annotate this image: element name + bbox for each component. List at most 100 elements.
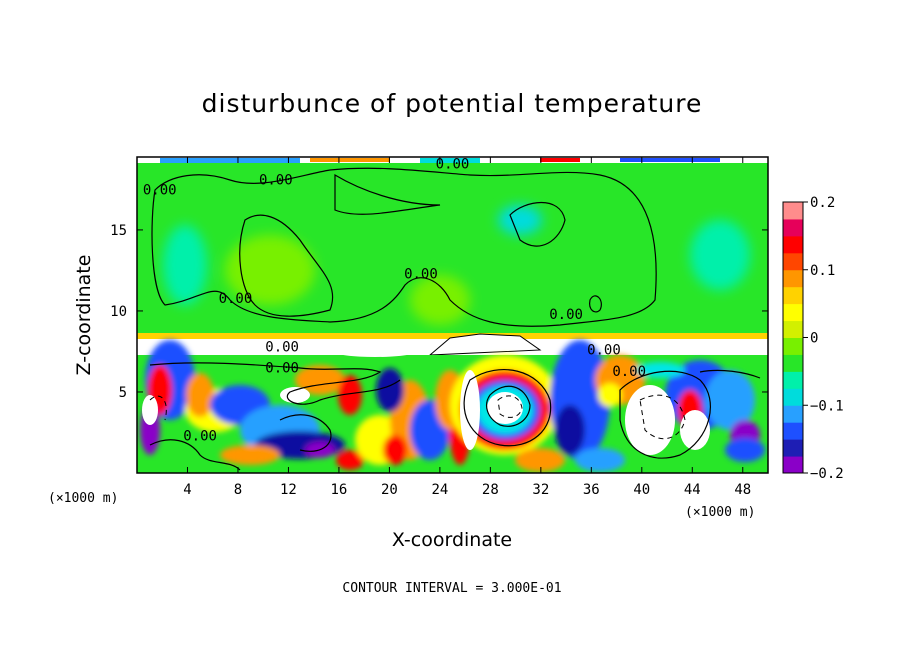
contour-label: 0.00 — [259, 173, 293, 189]
colorbar-swatch — [783, 439, 803, 457]
field-blob — [336, 450, 364, 470]
y-tick-label: 10 — [110, 304, 127, 320]
colorbar-tick-label: 0.2 — [810, 195, 835, 211]
plot-frame — [136, 156, 769, 474]
contour-label: 0.00 — [183, 429, 217, 445]
field-blob — [335, 347, 415, 357]
x-tick-label: 24 — [431, 482, 448, 498]
y-axis-label: Z-coordinate — [73, 255, 95, 376]
colorbar-tick-label: 0.1 — [810, 263, 835, 279]
x-tick-label: 32 — [532, 482, 549, 498]
colorbar-swatch — [783, 286, 803, 305]
field-blob — [625, 385, 675, 455]
field-blob — [515, 448, 565, 472]
contour-line — [463, 369, 552, 447]
plot-area — [137, 157, 768, 473]
colorbar: 0.2 0.1 0 −0.1 −0.2 — [782, 195, 844, 482]
contour-line — [151, 167, 657, 327]
field-blob — [376, 368, 404, 412]
field-blob — [598, 383, 622, 407]
colorbar-swatch — [783, 405, 803, 423]
top-band — [540, 158, 580, 162]
field-blob — [220, 445, 280, 465]
tropopause-band — [137, 333, 768, 341]
x-unit-label-right: (×1000 m) — [685, 505, 755, 520]
colorbar-swatch — [783, 320, 803, 338]
contour-label: 0.00 — [436, 156, 470, 172]
y-tick-label: 5 — [119, 385, 127, 401]
top-band — [620, 158, 720, 162]
field-blob — [338, 375, 362, 415]
top-band — [310, 158, 390, 162]
contour-label: 0.00 — [265, 339, 299, 355]
colorbar-tick-label: 0 — [810, 331, 818, 347]
contour-line — [279, 414, 332, 452]
contour-line — [149, 362, 401, 405]
contour-line — [239, 214, 334, 317]
contour-line — [149, 439, 241, 471]
top-band — [420, 158, 480, 163]
field-blob — [142, 395, 158, 425]
field-blob — [680, 410, 710, 450]
contour-label: 0.00 — [265, 361, 299, 377]
x-axis-label: X-coordinate — [392, 529, 512, 551]
contour-label: 0.00 — [219, 291, 253, 307]
contour-line — [334, 173, 441, 215]
colorbar-swatch — [783, 371, 803, 389]
contour-label: 0.00 — [143, 182, 177, 198]
field-blob — [460, 370, 480, 450]
contour-line — [619, 370, 711, 459]
colorbar-swatch — [783, 235, 803, 254]
cyan-patch — [163, 225, 207, 305]
colorbar-swatch — [783, 456, 803, 474]
lime-patch — [410, 275, 470, 325]
field-blob — [555, 405, 585, 455]
contour-line — [699, 369, 761, 379]
colorbar-tick-label: −0.1 — [810, 398, 844, 414]
contour-label: 0.00 — [612, 364, 646, 380]
contour-label: 0.00 — [404, 267, 438, 283]
field-blob — [186, 373, 214, 417]
x-tick-label: 40 — [633, 482, 650, 498]
x-tick-label: 28 — [482, 482, 499, 498]
x-tick-label: 16 — [330, 482, 347, 498]
contour-interval-text: CONTOUR INTERVAL = 3.000E-01 — [342, 581, 561, 596]
x-tick-label: 20 — [381, 482, 398, 498]
colorbar-swatch — [783, 303, 803, 322]
top-band — [160, 158, 300, 163]
colorbar-swatch — [783, 269, 803, 288]
x-tick-label: 48 — [734, 482, 751, 498]
contour-line-negative — [639, 394, 686, 440]
cyan-patch — [690, 220, 750, 290]
x-unit-label-left: (×1000 m) — [48, 491, 118, 506]
x-tick-label: 4 — [183, 482, 191, 498]
x-tick-label: 12 — [280, 482, 297, 498]
colorbar-swatch — [783, 388, 803, 406]
contour-label: 0.00 — [587, 343, 621, 359]
x-tick-label: 36 — [583, 482, 600, 498]
cyan-patch — [498, 205, 542, 235]
contour-line — [486, 385, 531, 427]
field-blob — [575, 448, 625, 472]
field-blob — [725, 438, 765, 462]
contour-line-negative — [149, 395, 167, 421]
contour-line — [589, 295, 602, 313]
tropopause-ridge — [428, 333, 542, 356]
field-blob — [383, 435, 407, 465]
x-tick-label: 8 — [234, 482, 242, 498]
colorbar-swatch — [783, 422, 803, 440]
field-blob — [705, 370, 755, 430]
colorbar-swatch — [783, 354, 803, 372]
colorbar-swatch — [783, 202, 803, 220]
x-tick-label: 44 — [684, 482, 701, 498]
colorbar-swatch — [783, 252, 803, 271]
field-blob — [280, 387, 310, 403]
y-tick-label: 15 — [110, 223, 127, 239]
colorbar-swatch — [783, 218, 803, 237]
chart-title: disturbunce of potential temperature — [202, 89, 703, 118]
field-blob — [487, 392, 523, 424]
field-blob — [690, 345, 750, 355]
contour-label: 0.00 — [549, 307, 583, 323]
contour-line-negative — [497, 395, 523, 418]
